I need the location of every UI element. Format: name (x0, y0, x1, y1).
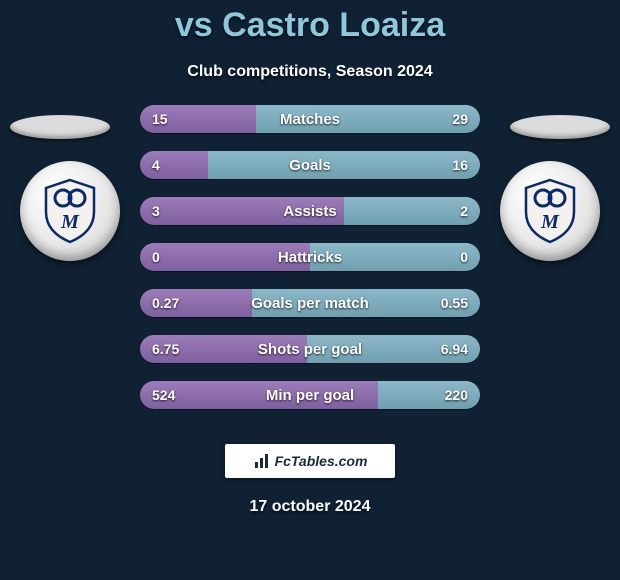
page-title: vs Castro Loaiza (0, 0, 620, 45)
club-badge-left: M (20, 161, 120, 261)
stat-row: 524220Min per goal (140, 381, 480, 409)
stat-row: 00Hattricks (140, 243, 480, 271)
stat-row: 1529Matches (140, 105, 480, 133)
stat-label: Assists (140, 197, 480, 225)
stat-label: Goals per match (140, 289, 480, 317)
stat-row: 416Goals (140, 151, 480, 179)
oval-right-decoration (510, 115, 610, 139)
brand-badge[interactable]: FcTables.com (225, 444, 395, 478)
oval-left-decoration (10, 115, 110, 139)
stat-label: Hattricks (140, 243, 480, 271)
stat-row: 0.270.55Goals per match (140, 289, 480, 317)
club-badge-right: M (500, 161, 600, 261)
shield-icon: M (522, 178, 578, 244)
stat-label: Min per goal (140, 381, 480, 409)
stat-row: 32Assists (140, 197, 480, 225)
chart-icon (253, 452, 271, 470)
svg-text:M: M (60, 211, 80, 233)
brand-text: FcTables.com (275, 453, 368, 469)
svg-text:M: M (540, 211, 560, 233)
stat-label: Shots per goal (140, 335, 480, 363)
page-subtitle: Club competitions, Season 2024 (0, 63, 620, 81)
stat-label: Matches (140, 105, 480, 133)
stats-bars: 1529Matches 416Goals 32Assists 00Hattricks 0… (140, 105, 480, 427)
comparison-container: M M 1529Matches 416Goals 32Assists 00Hattri… (0, 105, 620, 435)
shield-icon: M (42, 178, 98, 244)
stat-row: 6.756.94Shots per goal (140, 335, 480, 363)
footer-date: 17 october 2024 (0, 498, 620, 516)
stat-label: Goals (140, 151, 480, 179)
